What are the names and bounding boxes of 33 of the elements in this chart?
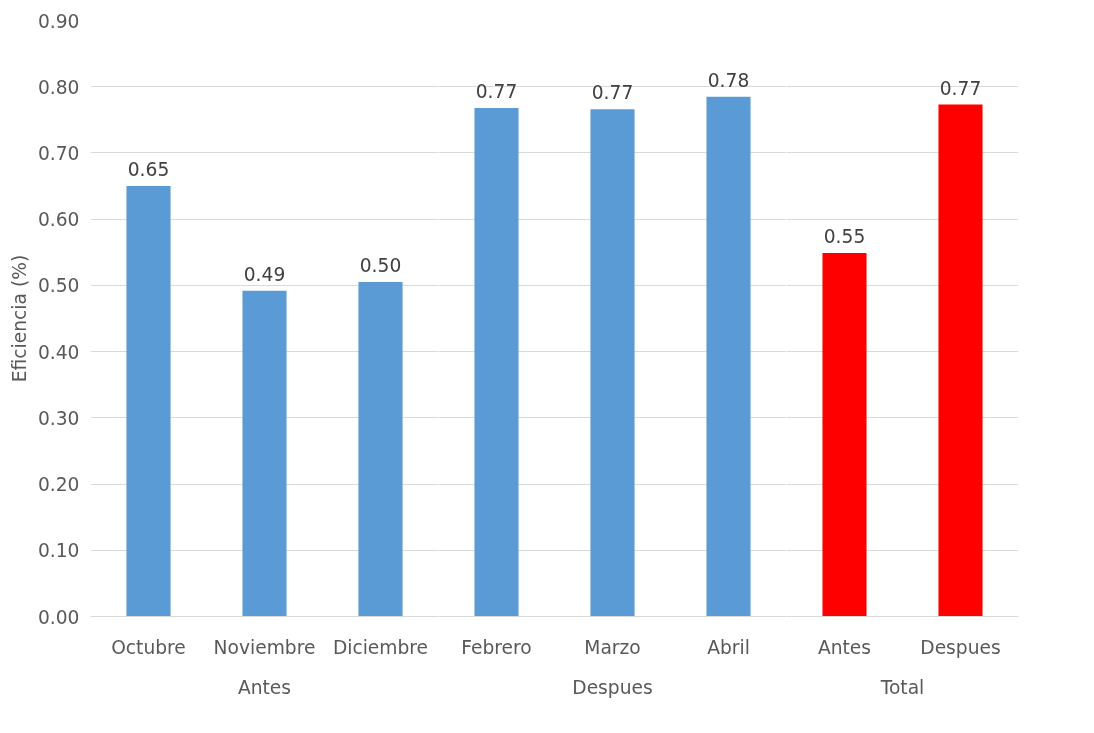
- y-tick-label: 0.70: [37, 142, 80, 164]
- y-tick-label: 0.30: [37, 407, 80, 429]
- x-axis-title: Antes: [237, 676, 292, 698]
- bar: [126, 186, 171, 617]
- data-label: 0.49: [243, 263, 286, 285]
- x-tick-label: Febrero: [461, 636, 532, 658]
- data-label: 0.78: [707, 69, 750, 91]
- y-axis-title: Eficiencia (%): [8, 254, 30, 383]
- bar: [358, 282, 403, 617]
- y-tick-label: 0.20: [37, 474, 80, 496]
- x-tick-label: Diciembre: [332, 636, 429, 658]
- x-tick-label: Abril: [707, 636, 750, 658]
- x-tick-label: Noviembre: [213, 636, 316, 658]
- x-tick-label: Despues: [920, 636, 1001, 658]
- data-label: 0.77: [475, 80, 518, 102]
- x-tick-label: Marzo: [584, 636, 641, 658]
- y-tick-label: 0.60: [37, 209, 80, 231]
- x-tick-label: Antes: [817, 636, 872, 658]
- y-tick-label: 0.80: [37, 76, 80, 98]
- data-label: 0.77: [939, 77, 982, 99]
- y-tick-label: 0.40: [37, 341, 80, 363]
- data-label: 0.55: [823, 225, 866, 247]
- bar: [242, 290, 287, 617]
- x-tick-label: Octubre: [111, 636, 186, 658]
- data-label: 0.65: [127, 159, 170, 181]
- data-label: 0.50: [359, 255, 402, 277]
- y-tick-label: 0.10: [37, 540, 80, 562]
- y-tick-label: 0.50: [37, 275, 80, 297]
- y-tick-label: 0.00: [37, 606, 80, 628]
- x-axis-title: Despues: [572, 676, 653, 698]
- y-tick-label: 0.90: [37, 10, 80, 32]
- data-label: 0.77: [591, 82, 634, 104]
- x-axis-title: Total: [879, 676, 925, 698]
